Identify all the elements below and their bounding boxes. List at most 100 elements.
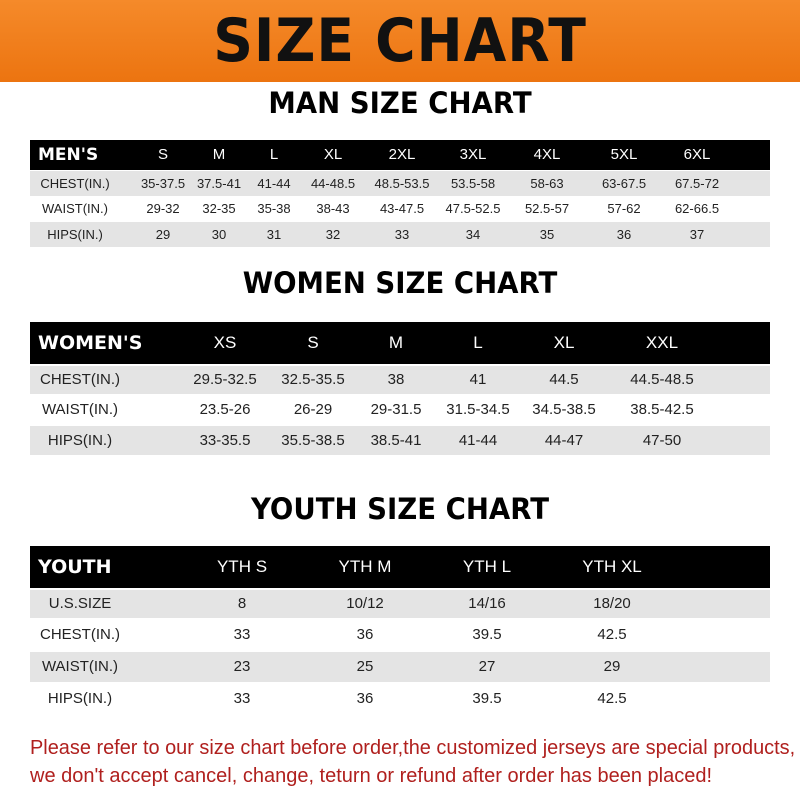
table-title-cell: YOUTH [38,556,112,578]
measure-label: CHEST(IN.) [40,176,110,191]
table-cell: 43-47.5 [379,201,425,216]
table-header-row: WOMEN'S XS S M L XL XXL [30,322,770,364]
disclaimer-line-1: Please refer to our size chart before or… [30,737,796,759]
size-header: 4XL [533,146,561,163]
disclaimer-line-2: we don't accept cancel, change, teturn o… [30,765,713,787]
table-cell: 38.5-41 [370,432,422,449]
table-cell: 33 [233,690,251,707]
table-cell: 30 [211,227,227,242]
table-cell: 35 [539,227,555,242]
table-cell: 34.5-38.5 [532,401,596,418]
table-cell: 32.5-35.5 [281,371,345,388]
table-cell: 67.5-72 [674,176,720,191]
table-cell: 38.5-42.5 [630,401,694,418]
table-cell: 32 [325,227,341,242]
table-cell: 41-44 [257,176,291,191]
table-cell: 41 [469,371,487,388]
size-header: 6XL [683,146,711,163]
women-size-table: WOMEN'S XS S M L XL XXL CHEST(IN.) 29.5-32.5 32.5… [30,322,770,455]
size-header: 5XL [610,146,638,163]
table-row: WAIST(IN.) 29-32 32-35 35-38 38-43 43-47.5 47.… [30,197,770,221]
size-header: XXL [645,333,679,352]
table-cell: 18/20 [593,595,631,612]
table-row: CHEST(IN.) 33 36 39.5 42.5 [30,620,770,650]
women-section-title: WOMEN SIZE CHART [242,266,558,300]
table-cell: 57-62 [607,201,641,216]
table-row: HIPS(IN.) 29 30 31 32 33 34 35 36 37 [30,222,770,247]
table-cell: 25 [356,658,374,675]
table-cell: 14/16 [468,595,506,612]
size-header: YTH L [462,557,512,576]
table-cell: 37 [689,227,705,242]
table-header-row: YOUTH YTH S YTH M YTH L YTH XL [30,546,770,588]
table-cell: 26-29 [293,401,333,418]
table-title-cell: WOMEN'S [38,332,143,354]
table-title-cell: MEN'S [38,145,99,165]
table-cell: 31 [266,227,282,242]
table-cell: 33 [233,626,251,643]
table-cell: 10/12 [346,595,384,612]
table-row: WAIST(IN.) 23.5-26 26-29 29-31.5 31.5-34.5 34… [30,396,770,424]
table-header-row: MEN'S S M L XL 2XL 3XL 4XL 5XL 6XL [30,140,770,170]
size-header: XL [553,333,575,352]
table-cell: 33-35.5 [199,432,251,449]
youth-size-table: YOUTH YTH S YTH M YTH L YTH XL U.S.SIZE 8 10/12… [30,546,770,714]
youth-section-title: YOUTH SIZE CHART [250,492,550,526]
table-cell: 36 [356,626,374,643]
table-cell: 41-44 [458,432,498,449]
table-cell: 29 [603,658,621,675]
table-row: U.S.SIZE 8 10/12 14/16 18/20 [30,590,770,618]
table-cell: 35.5-38.5 [281,432,345,449]
table-cell: 29-32 [146,201,180,216]
men-size-table: MEN'S S M L XL 2XL 3XL 4XL 5XL 6XL CHEST(IN.) 35-37… [30,140,770,247]
table-row: CHEST(IN.) 29.5-32.5 32.5-35.5 38 41 44.5 44.5… [30,366,770,394]
size-header: YTH M [338,557,392,576]
table-cell: 62-66.5 [674,201,720,216]
measure-label: WAIST(IN.) [42,201,108,216]
table-cell: 38-43 [316,201,350,216]
measure-label: HIPS(IN.) [47,690,113,707]
table-cell: 42.5 [597,690,627,707]
table-cell: 32-35 [202,201,236,216]
size-header: XL [323,146,343,163]
table-cell: 52.5-57 [524,201,570,216]
size-header: L [473,333,483,352]
table-cell: 58-63 [530,176,564,191]
size-header: L [269,146,279,163]
measure-label: WAIST(IN.) [41,401,119,418]
table-cell: 38 [387,371,405,388]
table-cell: 31.5-34.5 [446,401,510,418]
measure-label: WAIST(IN.) [41,658,119,675]
table-cell: 34 [465,227,481,242]
banner-title: SIZE CHART [213,6,587,76]
title-banner: SIZE CHART [0,0,800,82]
table-cell: 42.5 [597,626,627,643]
table-cell: 36 [616,227,632,242]
table-cell: 44-48.5 [310,176,356,191]
table-cell: 35-38 [257,201,291,216]
table-cell: 39.5 [472,626,502,643]
table-cell: 39.5 [472,690,502,707]
table-cell: 37.5-41 [196,176,242,191]
size-header: 2XL [388,146,416,163]
size-header: S [307,333,319,352]
table-cell: 23 [233,658,251,675]
size-header: YTH S [216,557,268,576]
table-cell: 29.5-32.5 [193,371,257,388]
table-cell: 33 [394,227,410,242]
table-cell: 63-67.5 [601,176,647,191]
measure-label: HIPS(IN.) [47,432,113,449]
table-cell: 23.5-26 [199,401,251,418]
table-row: HIPS(IN.) 33 36 39.5 42.5 [30,684,770,714]
size-header: YTH XL [582,557,642,576]
table-cell: 48.5-53.5 [374,176,430,191]
table-cell: 47-50 [642,432,682,449]
measure-label: CHEST(IN.) [40,626,120,643]
size-header: 3XL [459,146,487,163]
size-header: M [388,333,404,352]
table-cell: 29-31.5 [370,401,422,418]
measure-label: HIPS(IN.) [47,227,103,242]
table-cell: 35-37.5 [140,176,186,191]
measure-label: CHEST(IN.) [40,371,120,388]
table-cell: 27 [478,658,496,675]
